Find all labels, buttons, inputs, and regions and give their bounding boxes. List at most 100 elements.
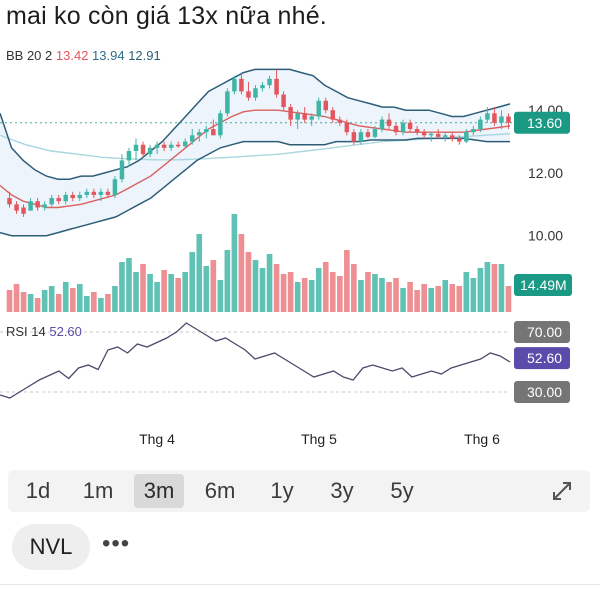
volume-bar (13, 284, 20, 312)
volume-bar (133, 272, 139, 312)
candle-body (499, 116, 504, 123)
volume-bar (196, 234, 203, 312)
volume-bar (168, 274, 174, 312)
candle-body (161, 144, 167, 148)
volume-bar (329, 272, 336, 312)
stock-chart-panel[interactable]: BB 20 2 13.42 13.94 12.91 14.00 12.00 10.00… (0, 42, 600, 462)
volume-bar (48, 286, 55, 312)
candle-body (7, 198, 12, 205)
volume-bar (435, 286, 442, 312)
candle-body (105, 191, 111, 195)
volume-bar (62, 282, 69, 312)
candle-body (253, 88, 258, 98)
divider (0, 584, 600, 585)
rsi-indicator-label: RSI 14 52.60 (6, 324, 82, 339)
volume-bar (365, 272, 371, 312)
candle-body (330, 110, 336, 120)
bollinger-lower-line (0, 137, 510, 237)
volume-bar (34, 298, 41, 312)
volume-bar (484, 262, 491, 312)
candle-body (421, 132, 427, 136)
candle-body (478, 119, 483, 130)
candle-body (197, 132, 202, 136)
volume-bar (308, 280, 315, 312)
volume-bar (315, 268, 322, 312)
expand-icon[interactable] (550, 479, 574, 503)
stock-chart[interactable]: BB 20 2 13.42 13.94 12.9114.0012.0010.00… (0, 42, 600, 462)
post-caption: mai ko còn giá 13x nữa nhé. (6, 2, 327, 30)
candle-body (91, 191, 97, 195)
volume-bar (147, 274, 153, 312)
volume-bar (252, 260, 259, 312)
volume-bar (287, 272, 294, 312)
candle-body (84, 191, 90, 195)
volume-bar (379, 278, 385, 312)
candle-body (175, 144, 181, 147)
volume-bar (55, 294, 62, 312)
candle-body (428, 133, 434, 136)
volume-bar (351, 264, 357, 312)
bb-indicator-label: BB 20 2 13.42 13.94 12.91 (6, 48, 161, 63)
x-tick-label: Thg 5 (301, 431, 337, 447)
volume-bar (449, 284, 456, 312)
more-options-icon[interactable]: ••• (102, 530, 131, 557)
candle-body (450, 135, 455, 139)
volume-bar (344, 250, 350, 312)
candle-body (351, 132, 357, 142)
price-badge-label: 13.60 (527, 115, 562, 131)
tab-1m[interactable]: 1m (82, 478, 114, 503)
volume-bar (231, 214, 238, 312)
volume-bar (189, 252, 196, 312)
volume-bar (477, 268, 484, 312)
tab-1y[interactable]: 1y (270, 478, 294, 503)
candle-body (316, 100, 321, 117)
candle-body (288, 107, 293, 120)
volume-badge-label: 14.49M (520, 277, 567, 293)
candle-body (182, 141, 188, 147)
volume-bar (203, 266, 210, 312)
volume-bar (175, 278, 181, 312)
volume-bar (273, 264, 280, 312)
candle-body (246, 91, 251, 98)
tab-6m[interactable]: 6m (204, 478, 236, 503)
candle-body (393, 125, 399, 133)
volume-bar (98, 298, 104, 312)
tab-5y[interactable]: 5y (390, 478, 414, 503)
volume-bar (84, 296, 90, 312)
candle-body (133, 144, 139, 151)
candle-body (464, 132, 469, 142)
candle-body (204, 129, 209, 133)
volume-bar (224, 250, 231, 312)
tab-1d[interactable]: 1d (25, 478, 51, 503)
volume-bar (20, 292, 27, 312)
candle-body (337, 119, 343, 123)
x-tick-label: Thg 6 (464, 431, 500, 447)
tab-3y[interactable]: 3y (330, 478, 354, 503)
candle-body (295, 113, 300, 120)
volume-bar (463, 272, 470, 312)
volume-bar (161, 270, 167, 312)
candle-body (281, 94, 286, 108)
candle-body (379, 119, 385, 130)
candle-body (77, 194, 83, 199)
candle-body (386, 119, 392, 126)
tab-3m[interactable]: 3m (134, 474, 184, 508)
volume-bar (217, 280, 224, 312)
rsi-lower-badge (514, 381, 570, 403)
volume-bar (91, 292, 97, 312)
timeframe-tabs: 1d 1m 3m 6m 1y 3y 5y (8, 470, 590, 512)
candle-body (35, 201, 40, 208)
volume-bar (105, 294, 111, 312)
x-tick-label: Thg 4 (139, 431, 175, 447)
volume-bar (386, 282, 392, 312)
candle-body (147, 147, 153, 155)
candle-body (260, 85, 265, 89)
volume-bar (154, 282, 160, 312)
candle-body (506, 116, 511, 123)
ticker-chip[interactable]: NVL (12, 524, 90, 570)
rsi-lower-badge-label: 30.00 (527, 384, 562, 400)
volume-bar (259, 268, 266, 312)
candle-body (457, 138, 462, 142)
volume-bar (491, 264, 498, 312)
volume-bar (322, 262, 329, 312)
